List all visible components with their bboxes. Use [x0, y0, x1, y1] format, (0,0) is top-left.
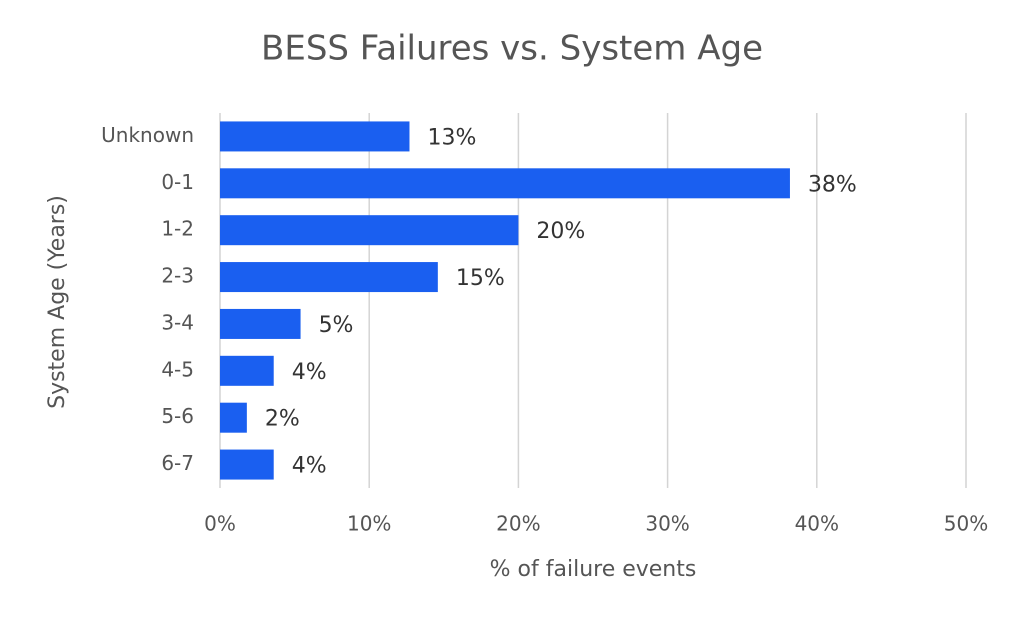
- bar: [220, 262, 438, 293]
- bar: [220, 121, 410, 152]
- bar: [220, 308, 301, 339]
- bar: [220, 402, 247, 433]
- y-tick-label: 3-4: [161, 310, 194, 334]
- y-tick-label: 6-7: [161, 451, 194, 475]
- y-axis-label: System Age (Years): [45, 195, 70, 409]
- x-tick-label: 10%: [347, 512, 391, 536]
- data-label: 13%: [427, 125, 476, 150]
- x-tick-label: 40%: [795, 512, 839, 536]
- y-tick-label: Unknown: [101, 123, 194, 147]
- y-tick-label: 0-1: [161, 170, 194, 194]
- x-tick-label: 30%: [645, 512, 689, 536]
- bar: [220, 215, 519, 246]
- data-label: 20%: [536, 219, 585, 244]
- bar: [220, 168, 790, 199]
- data-label: 15%: [456, 266, 505, 291]
- y-tick-label: 5-6: [161, 404, 194, 428]
- data-label: 5%: [319, 313, 354, 338]
- bar: [220, 355, 274, 386]
- x-tick-label: 20%: [496, 512, 540, 536]
- data-label: 4%: [292, 454, 327, 479]
- x-axis-label: % of failure events: [490, 557, 697, 582]
- y-tick-label: 1-2: [161, 217, 194, 241]
- chart-title: BESS Failures vs. System Age: [261, 29, 763, 69]
- x-tick-label: 0%: [204, 512, 236, 536]
- data-label: 38%: [808, 172, 857, 197]
- data-label: 2%: [265, 407, 300, 432]
- data-label: 4%: [292, 360, 327, 385]
- bar: [220, 449, 274, 480]
- x-tick-label: 50%: [944, 512, 988, 536]
- y-tick-label: 4-5: [161, 357, 194, 381]
- y-tick-label: 2-3: [161, 264, 194, 288]
